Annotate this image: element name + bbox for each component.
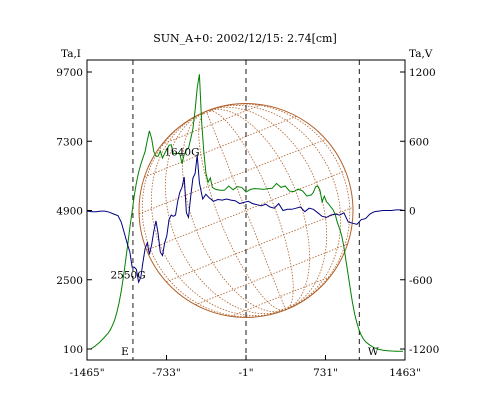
y-left-tick-label: 2500	[56, 275, 83, 287]
field-annotation: 1640G	[164, 147, 199, 159]
right-axis-label: Ta,V	[409, 48, 433, 60]
x-tick-label: -1"	[238, 367, 253, 379]
longitude-line	[141, 110, 286, 318]
axis-ticks: 9700 7300 4900 2500 100 1200 600 0 -600 -1200 -146…	[56, 67, 439, 379]
latitude-line	[195, 243, 348, 306]
series-line-polarization	[87, 155, 405, 284]
longitude-line	[198, 110, 286, 311]
y-right-tick-label: -1200	[409, 344, 439, 356]
left-axis-label: Ta,I	[61, 48, 81, 60]
limb-label: W	[368, 346, 379, 358]
longitude-line	[181, 110, 286, 313]
longitude-line	[206, 110, 294, 311]
limb-markers	[132, 60, 360, 360]
x-tick-label: -733"	[152, 367, 180, 379]
series-line-intensity	[90, 74, 403, 352]
y-right-tick-label: -600	[409, 275, 433, 287]
latitude-line	[144, 115, 297, 178]
y-right-tick-label: 0	[409, 206, 416, 218]
limb-label: E	[121, 346, 129, 358]
y-left-tick-label: 9700	[56, 67, 83, 79]
y-right-tick-label: 1200	[409, 67, 436, 79]
longitude-line	[206, 106, 328, 311]
x-tick-label: -1465"	[69, 367, 104, 379]
x-tick-label: 1463"	[389, 367, 421, 379]
chart-title: SUN_A+0: 2002/12/15: 2.74[cm]	[153, 32, 337, 45]
longitude-line	[164, 110, 286, 315]
latitude-line	[166, 206, 354, 283]
solar-disk-grid	[138, 103, 354, 318]
solar-disk-limb	[138, 103, 354, 318]
y-left-tick-label: 100	[63, 344, 83, 356]
field-annotation: 2550G	[110, 269, 145, 281]
longitude-line	[206, 104, 342, 311]
x-tick-label: 731"	[313, 367, 338, 379]
longitude-line	[206, 103, 351, 311]
longitude-line	[150, 110, 286, 317]
latitude-line	[138, 138, 326, 215]
y-left-tick-label: 4900	[56, 206, 83, 218]
series-layer	[87, 74, 405, 352]
latitude-line	[189, 105, 225, 120]
y-left-tick-label: 7300	[56, 136, 83, 148]
annotations: 1640G 2550G E W	[110, 147, 378, 358]
y-right-tick-label: 600	[409, 136, 429, 148]
latitude-line	[267, 301, 303, 316]
